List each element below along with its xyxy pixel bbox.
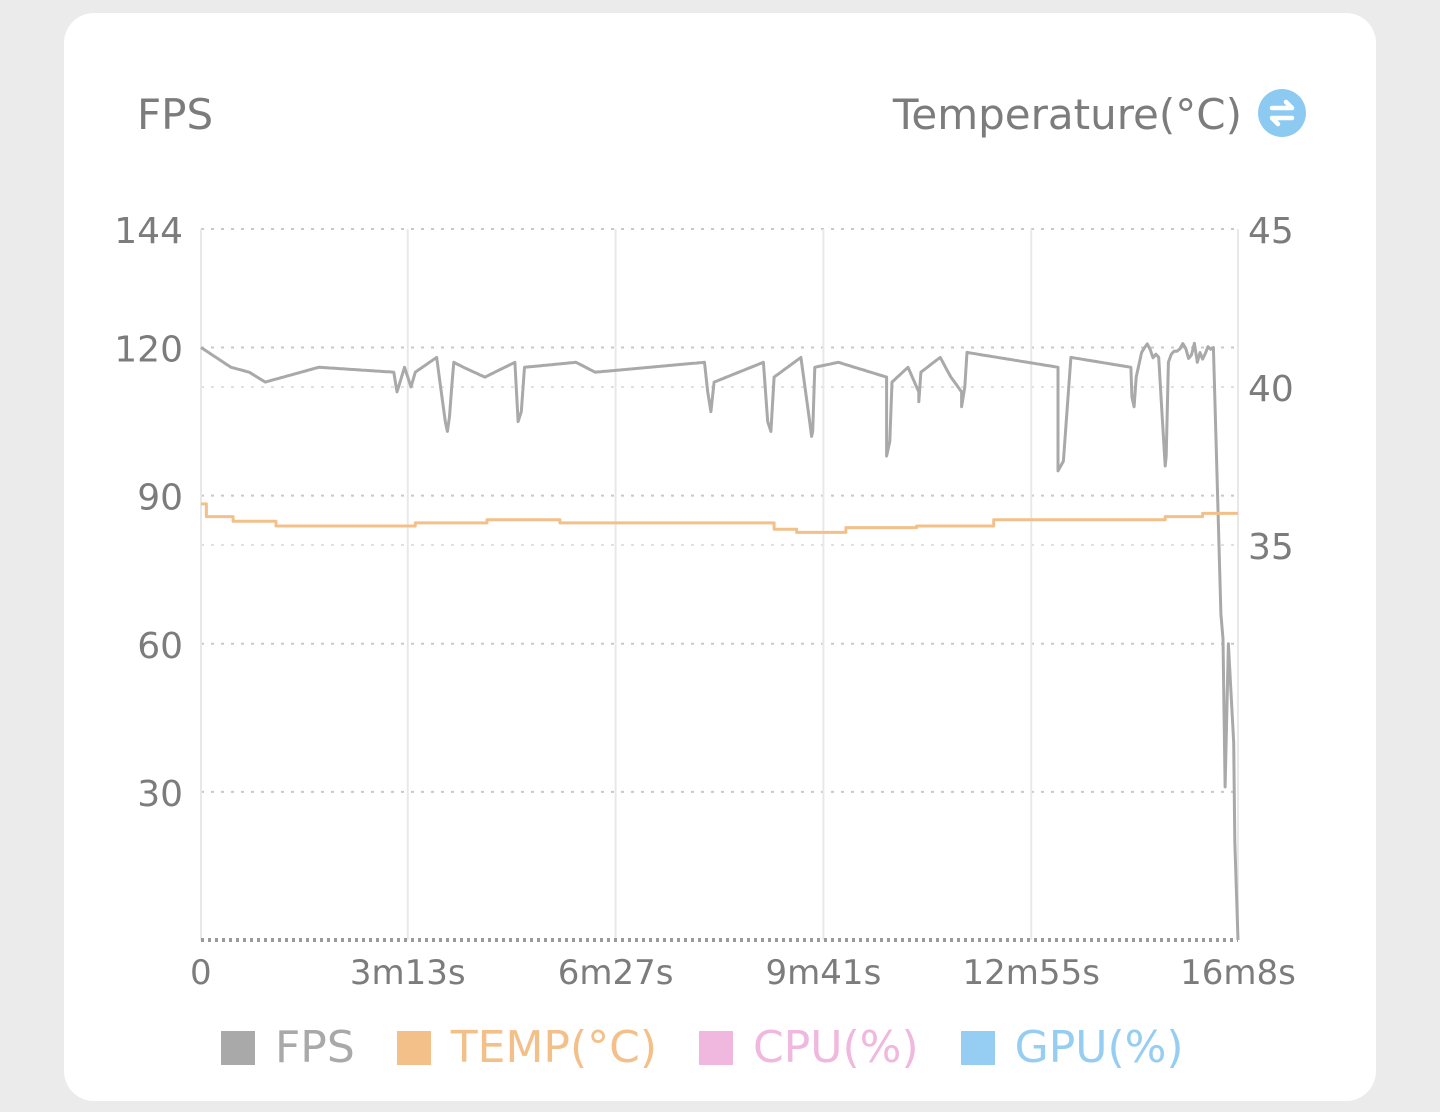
x-tick-label: 16m8s bbox=[1180, 953, 1296, 993]
grid-lines bbox=[200, 228, 1239, 942]
legend-item-fps[interactable]: FPS bbox=[221, 1022, 355, 1073]
y-left-tick-label: 120 bbox=[114, 330, 183, 371]
y-left-tick-label: 144 bbox=[114, 211, 183, 252]
series-lines bbox=[200, 341, 1240, 941]
legend-label: CPU(%) bbox=[753, 1022, 919, 1073]
legend-label: FPS bbox=[275, 1022, 355, 1073]
y-left-tick-label: 30 bbox=[137, 774, 183, 815]
chart-legend: FPS TEMP(°C) CPU(%) GPU(%) bbox=[221, 1022, 1226, 1073]
legend-item-temp[interactable]: TEMP(°C) bbox=[396, 1022, 658, 1073]
x-tick-label: 9m41s bbox=[766, 953, 882, 993]
legend-swatch bbox=[960, 1030, 995, 1065]
x-tick-label: 12m55s bbox=[963, 953, 1100, 993]
x-tick-label: 3m13s bbox=[350, 953, 466, 993]
y-right-tick-label: 40 bbox=[1248, 369, 1294, 410]
y-left-tick-label: 60 bbox=[137, 626, 183, 667]
swap-arrows-icon bbox=[1269, 99, 1295, 127]
chart-card bbox=[64, 13, 1376, 1101]
x-tick-label: 6m27s bbox=[558, 953, 674, 993]
legend-label: TEMP(°C) bbox=[450, 1022, 658, 1073]
legend-swatch bbox=[699, 1030, 734, 1065]
left-axis-title: FPS bbox=[137, 90, 214, 139]
legend-swatch bbox=[221, 1030, 255, 1065]
right-axis-title: Temperature(°C) bbox=[892, 90, 1242, 139]
legend-swatch bbox=[396, 1030, 431, 1065]
axis-ticks: 30 60 90 120 144 35 40 45 0 3m13s 6m27s 9m41s 12m55s… bbox=[114, 211, 1296, 993]
legend-label: GPU(%) bbox=[1014, 1022, 1184, 1073]
y-left-tick-label: 90 bbox=[137, 478, 183, 519]
legend-item-gpu[interactable]: GPU(%) bbox=[960, 1022, 1184, 1073]
y-right-tick-label: 45 bbox=[1248, 211, 1294, 252]
series-line-fps bbox=[200, 341, 1240, 941]
x-tick-label: 0 bbox=[190, 953, 212, 993]
series-line-temp bbox=[201, 502, 1238, 534]
y-right-tick-label: 35 bbox=[1248, 527, 1294, 568]
legend-item-cpu[interactable]: CPU(%) bbox=[699, 1022, 919, 1073]
swap-axis-button[interactable] bbox=[1258, 89, 1306, 137]
